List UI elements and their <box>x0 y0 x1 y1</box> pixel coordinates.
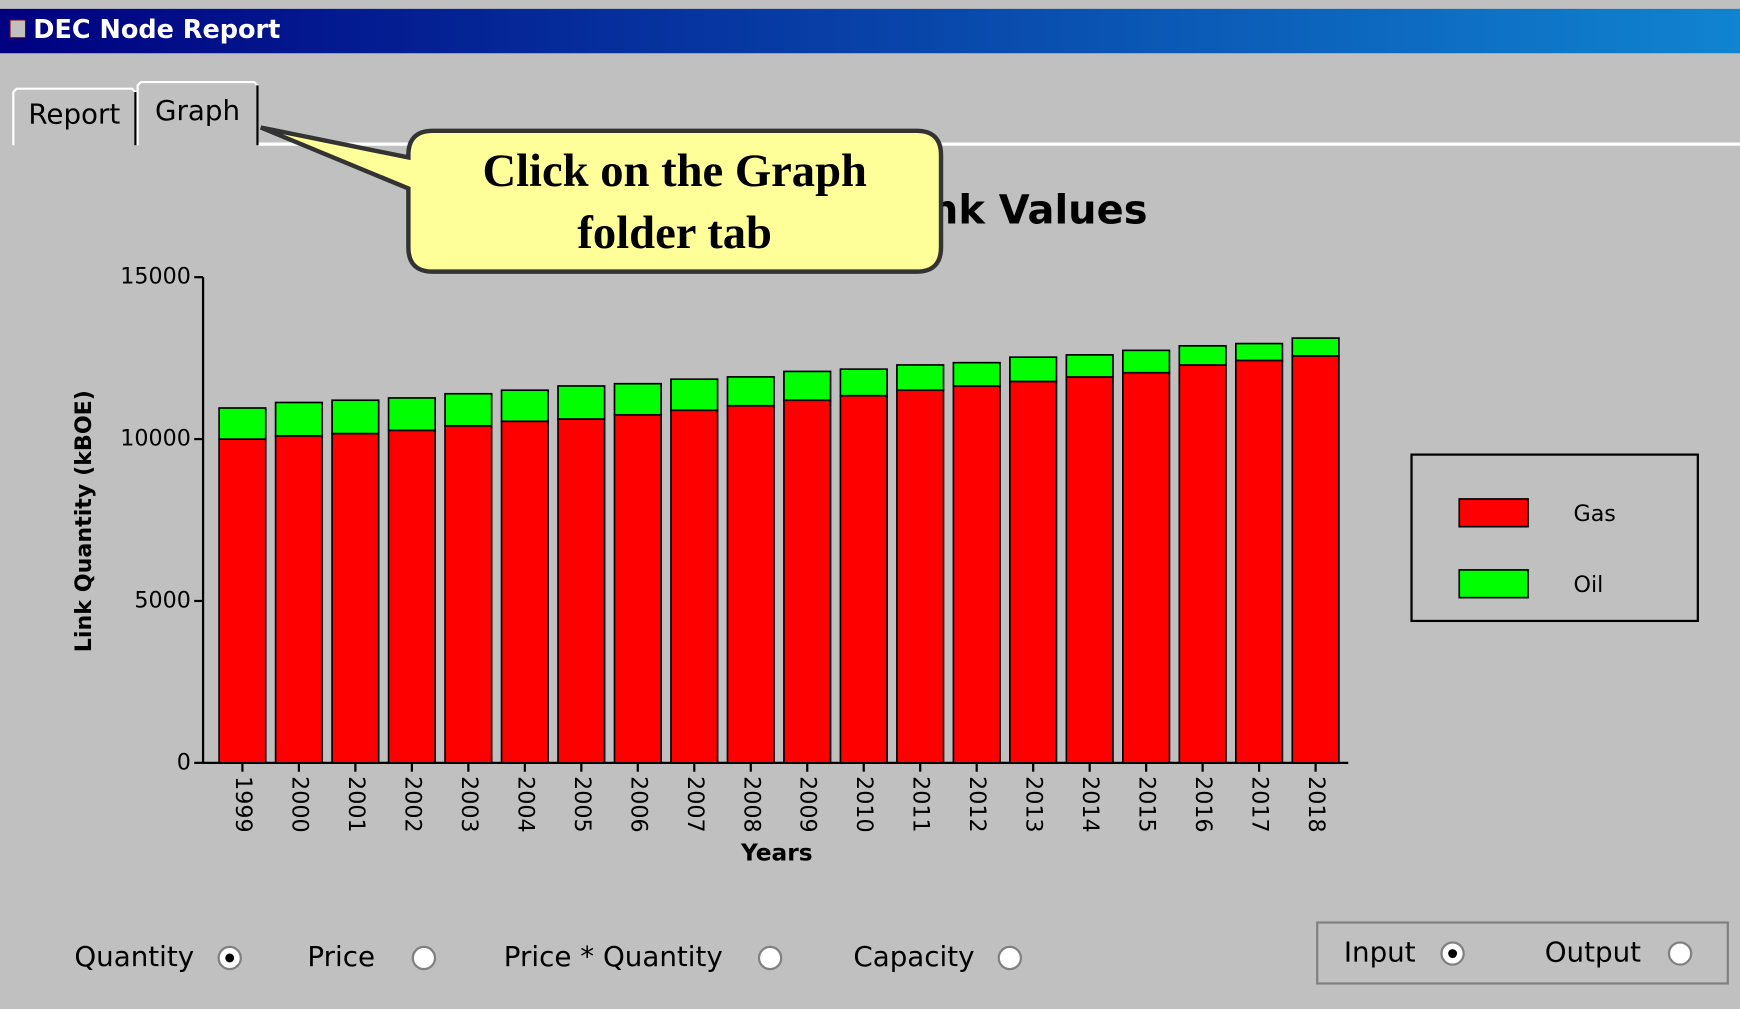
legend-box <box>1410 453 1699 623</box>
x-tick-label: 2009 <box>795 776 821 832</box>
bar-segment <box>896 389 945 764</box>
bar-segment <box>1234 359 1284 764</box>
bar-segment <box>1178 364 1227 764</box>
x-tick-label: 2001 <box>343 776 369 832</box>
x-tick-label: 2018 <box>1303 776 1329 832</box>
bar-segment <box>1122 371 1171 764</box>
radio-button[interactable] <box>997 945 1023 971</box>
x-tick-label: 2002 <box>399 776 425 832</box>
callout-text: folder tab <box>577 207 772 259</box>
radio-label[interactable]: Price <box>307 940 375 973</box>
x-tick-label: 2016 <box>1190 776 1216 832</box>
bar-segment <box>1065 376 1114 764</box>
bar-segment <box>1122 349 1171 374</box>
bar-segment <box>557 418 606 764</box>
bar-segment <box>444 424 493 764</box>
x-tick-label: 2008 <box>738 776 764 832</box>
bar-segment <box>218 438 267 764</box>
bar-segment <box>1234 342 1284 362</box>
bar-segment <box>387 397 436 432</box>
y-axis-label: Link Quantity (kBOE) <box>71 390 97 652</box>
radio-button[interactable] <box>757 945 783 971</box>
bar-segment <box>274 435 324 764</box>
y-tick-label: 5000 <box>134 587 190 613</box>
bar-segment <box>331 432 380 764</box>
bar-segment <box>613 413 662 764</box>
bar-segment <box>670 409 719 764</box>
bar-segment <box>1291 355 1340 764</box>
callout-text: Click on the Graph <box>482 145 867 197</box>
bar-segment <box>726 404 775 764</box>
x-tick-label: 2012 <box>964 776 990 832</box>
bar-segment <box>839 368 888 397</box>
radio-button[interactable] <box>411 945 437 971</box>
bar-segment <box>952 385 1001 764</box>
x-tick-label: 1999 <box>230 776 256 832</box>
y-tick-label: 15000 <box>120 264 191 290</box>
bar-segment <box>500 389 549 423</box>
x-tick-label: 2017 <box>1247 776 1273 832</box>
radio-dot <box>225 953 235 963</box>
radio-label[interactable]: Price * Quantity <box>504 940 723 973</box>
x-tick-label: 2015 <box>1134 776 1160 832</box>
x-tick-label: 2006 <box>625 776 651 832</box>
radio-dot <box>1448 949 1458 958</box>
title-bar <box>0 8 1740 54</box>
bar-segment <box>557 385 606 420</box>
legend-label: Oil <box>1574 572 1604 598</box>
radio-label[interactable]: Input <box>1344 936 1416 969</box>
x-tick-label: 2014 <box>1077 776 1103 832</box>
bar-segment <box>783 370 832 402</box>
x-tick-label: 2004 <box>512 776 538 832</box>
callout <box>259 125 944 274</box>
bar-segment <box>1009 356 1058 383</box>
bar-segment <box>1009 380 1058 764</box>
bar-segment <box>783 399 832 764</box>
bar-segment <box>1178 345 1227 366</box>
window-title: DEC Node Report <box>33 15 280 45</box>
bar-segment <box>896 364 945 392</box>
bar-segment <box>1065 354 1114 378</box>
x-tick-label: 2000 <box>286 776 312 832</box>
bar-segment <box>500 420 549 764</box>
x-tick-label: 2011 <box>908 776 934 832</box>
radio-label[interactable]: Output <box>1545 936 1641 969</box>
bar-segment <box>218 407 267 440</box>
bar-segment <box>274 401 324 437</box>
bar-segment <box>613 382 662 416</box>
bar-segment <box>726 376 775 407</box>
radio-button[interactable] <box>1667 941 1693 966</box>
legend-swatch <box>1458 498 1529 528</box>
x-tick-label: 2005 <box>569 776 595 832</box>
radio-label[interactable]: Quantity <box>74 940 194 973</box>
bar-segment <box>331 399 380 435</box>
x-tick-label: 2007 <box>682 776 708 832</box>
bar-segment <box>387 429 436 764</box>
bar-segment <box>1291 337 1340 357</box>
window-icon <box>9 19 27 39</box>
tab-label[interactable]: Graph <box>155 94 240 127</box>
legend-label: Gas <box>1574 501 1616 527</box>
x-tick-label: 2013 <box>1021 776 1047 832</box>
bar-segment <box>670 378 719 412</box>
bar-segment <box>839 394 888 764</box>
legend-swatch <box>1458 569 1529 599</box>
y-tick-label: 10000 <box>120 426 191 452</box>
bar-segment <box>952 361 1001 387</box>
x-tick-label: 2003 <box>456 776 482 832</box>
x-tick-label: 2010 <box>851 776 877 832</box>
chart-title: nk Values <box>930 187 1148 233</box>
x-axis-label: Years <box>740 839 813 866</box>
radio-label[interactable]: Capacity <box>853 940 974 973</box>
bar-segment <box>444 392 493 427</box>
y-tick-label: 0 <box>177 749 191 775</box>
tab-label[interactable]: Report <box>28 97 120 130</box>
direction-group <box>1316 921 1729 985</box>
